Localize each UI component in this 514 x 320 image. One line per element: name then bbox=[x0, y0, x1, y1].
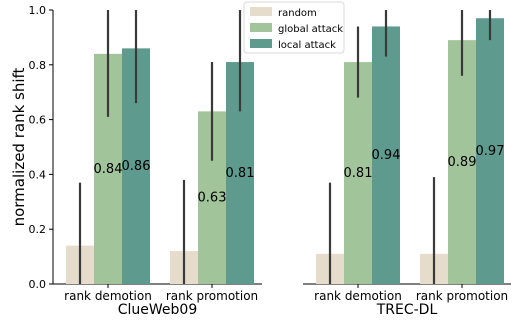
panel-0: 0.0 0.2 0.4 0.6 0.8 1.0 0.84 0.86 rank demotion 0… bbox=[29, 4, 262, 318]
y-tick-label: 0.0 bbox=[29, 278, 47, 291]
bar-global-attack bbox=[448, 40, 476, 284]
x-tick-label: rank promotion bbox=[166, 289, 258, 303]
legend-label: local attack bbox=[278, 40, 336, 51]
y-axis-label: normalized rank shift bbox=[10, 67, 28, 226]
bar-global-attack bbox=[344, 62, 372, 285]
legend-label: random bbox=[278, 8, 317, 19]
bar-value-label: 0.94 bbox=[372, 148, 401, 163]
y-tick-label: 0.2 bbox=[29, 223, 47, 236]
legend-swatch bbox=[250, 23, 272, 32]
bar-local-attack bbox=[372, 26, 400, 284]
x-tick-label: rank demotion bbox=[64, 289, 152, 303]
bar-value-label: 0.63 bbox=[198, 191, 227, 206]
bar-value-label: 0.81 bbox=[226, 166, 255, 181]
x-tick-label: rank demotion bbox=[314, 289, 402, 303]
x-tick-label: rank promotion bbox=[416, 289, 508, 303]
bar-value-label: 0.81 bbox=[344, 166, 373, 181]
bar-local-attack bbox=[476, 18, 504, 284]
bar-value-label: 0.86 bbox=[122, 159, 151, 174]
legend-swatch bbox=[250, 39, 272, 48]
legend: random global attack local attack bbox=[243, 1, 345, 54]
bar-value-label: 0.89 bbox=[448, 155, 477, 170]
panel-title: ClueWeb09 bbox=[118, 302, 198, 318]
y-tick-label: 0.8 bbox=[29, 59, 47, 72]
y-tick-label: 0.6 bbox=[29, 114, 47, 127]
y-tick-label: 0.4 bbox=[29, 168, 47, 181]
panel-1: 0.81 0.94 rank demotion 0.890.97 rank promot… bbox=[303, 10, 511, 318]
bar-value-label: 0.97 bbox=[476, 144, 505, 159]
legend-label: global attack bbox=[278, 24, 343, 35]
legend-swatch bbox=[250, 7, 272, 16]
y-tick-label: 1.0 bbox=[29, 4, 47, 17]
bar-value-label: 0.84 bbox=[94, 162, 123, 177]
panel-title: TREC-DL bbox=[376, 302, 438, 318]
